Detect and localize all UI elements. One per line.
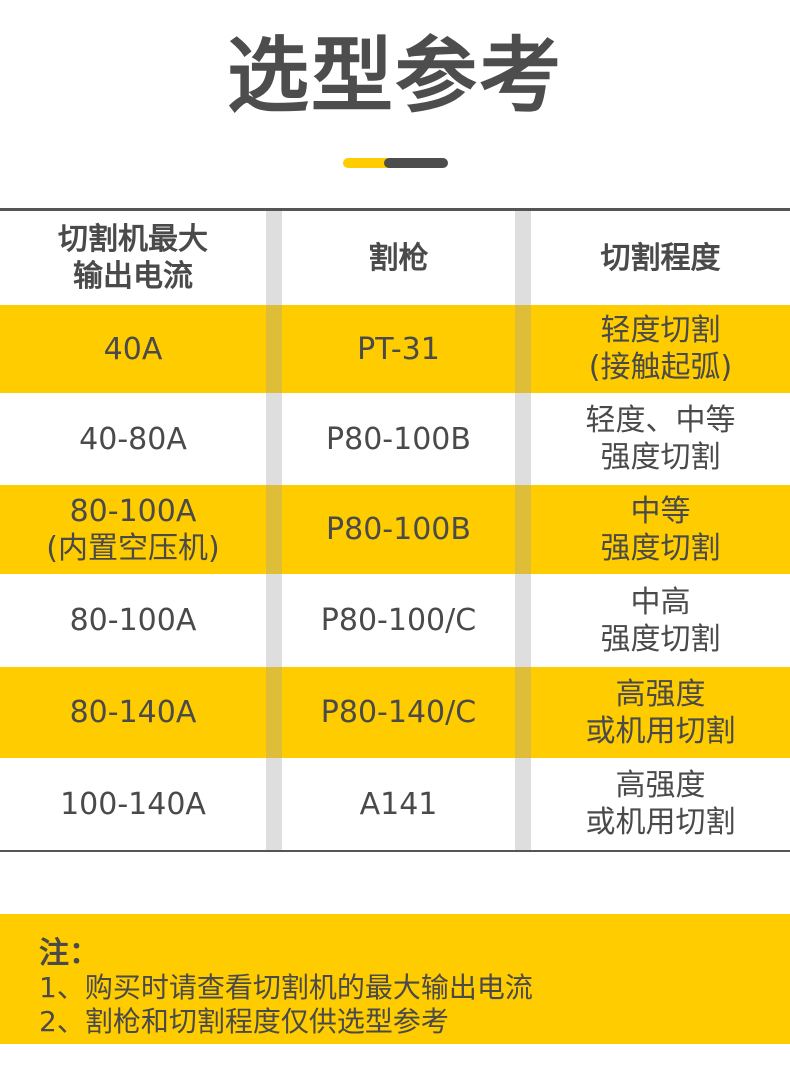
cell-max-current: 40-80A: [79, 421, 187, 457]
cell-torch: P80-100/C: [320, 603, 477, 638]
column-divider: [515, 393, 531, 485]
cell-torch: A141: [359, 786, 438, 822]
table-row: 100-140A A141 高强度 或机用切割: [0, 758, 790, 850]
column-divider: [266, 667, 282, 758]
cell-cut-level: 高强度 或机用切割: [585, 768, 736, 840]
column-divider: [266, 758, 282, 850]
table-header-row: 切割机最大 输出电流 割枪 切割程度: [0, 211, 790, 305]
cell-cut-level: 轻度切割 (接触起弧): [588, 313, 733, 385]
column-divider: [266, 211, 282, 305]
cell-torch: P80-100B: [326, 512, 471, 547]
selection-table: 切割机最大 输出电流 割枪 切割程度 40A PT-31 轻度切割 (接触起弧) 40…: [0, 208, 790, 852]
note-line-2: 2、割枪和切割程度仅供选型参考: [39, 1005, 449, 1038]
column-divider: [515, 211, 531, 305]
column-divider: [266, 305, 282, 393]
table-row: 80-100A P80-100/C 中高 强度切割: [0, 574, 790, 667]
cell-torch: PT-31: [357, 331, 440, 367]
cell-torch: P80-140/C: [320, 695, 477, 730]
cell-max-current: 80-100A (内置空压机): [46, 493, 220, 566]
note-box: 注： 1、购买时请查看切割机的最大输出电流 2、割枪和切割程度仅供选型参考: [0, 914, 790, 1044]
column-divider: [515, 574, 531, 667]
cell-torch: P80-100B: [326, 421, 471, 457]
table-row: 40A PT-31 轻度切割 (接触起弧): [0, 305, 790, 393]
cell-cut-level: 轻度、中等 强度切割: [585, 403, 736, 475]
title-underline-decoration: [343, 158, 448, 168]
cell-max-current: 100-140A: [60, 786, 206, 822]
cell-max-current: 80-140A: [69, 695, 197, 730]
column-divider: [266, 393, 282, 485]
column-divider: [515, 305, 531, 393]
cell-max-current: 40A: [103, 331, 163, 367]
cell-cut-level: 中等 强度切割: [600, 493, 721, 566]
page-title: 选型参考: [226, 29, 563, 124]
column-divider: [515, 758, 531, 850]
note-title: 注：: [39, 936, 99, 971]
cell-max-current: 80-100A: [69, 603, 197, 638]
column-divider: [515, 485, 531, 574]
header-max-current: 切割机最大 输出电流: [58, 222, 208, 294]
column-divider: [266, 574, 282, 667]
column-divider: [515, 667, 531, 758]
cell-cut-level: 高强度 或机用切割: [585, 676, 736, 749]
header-cut-level: 切割程度: [600, 240, 721, 276]
column-divider: [266, 485, 282, 574]
note-line-1: 1、购买时请查看切割机的最大输出电流: [39, 971, 533, 1004]
cell-cut-level: 中高 强度切割: [600, 584, 721, 657]
table-row: 80-140A P80-140/C 高强度 或机用切割: [0, 667, 790, 758]
table-row: 80-100A (内置空压机) P80-100B 中等 强度切割: [0, 485, 790, 574]
header-torch: 割枪: [368, 240, 429, 276]
table-row: 40-80A P80-100B 轻度、中等 强度切割: [0, 393, 790, 485]
